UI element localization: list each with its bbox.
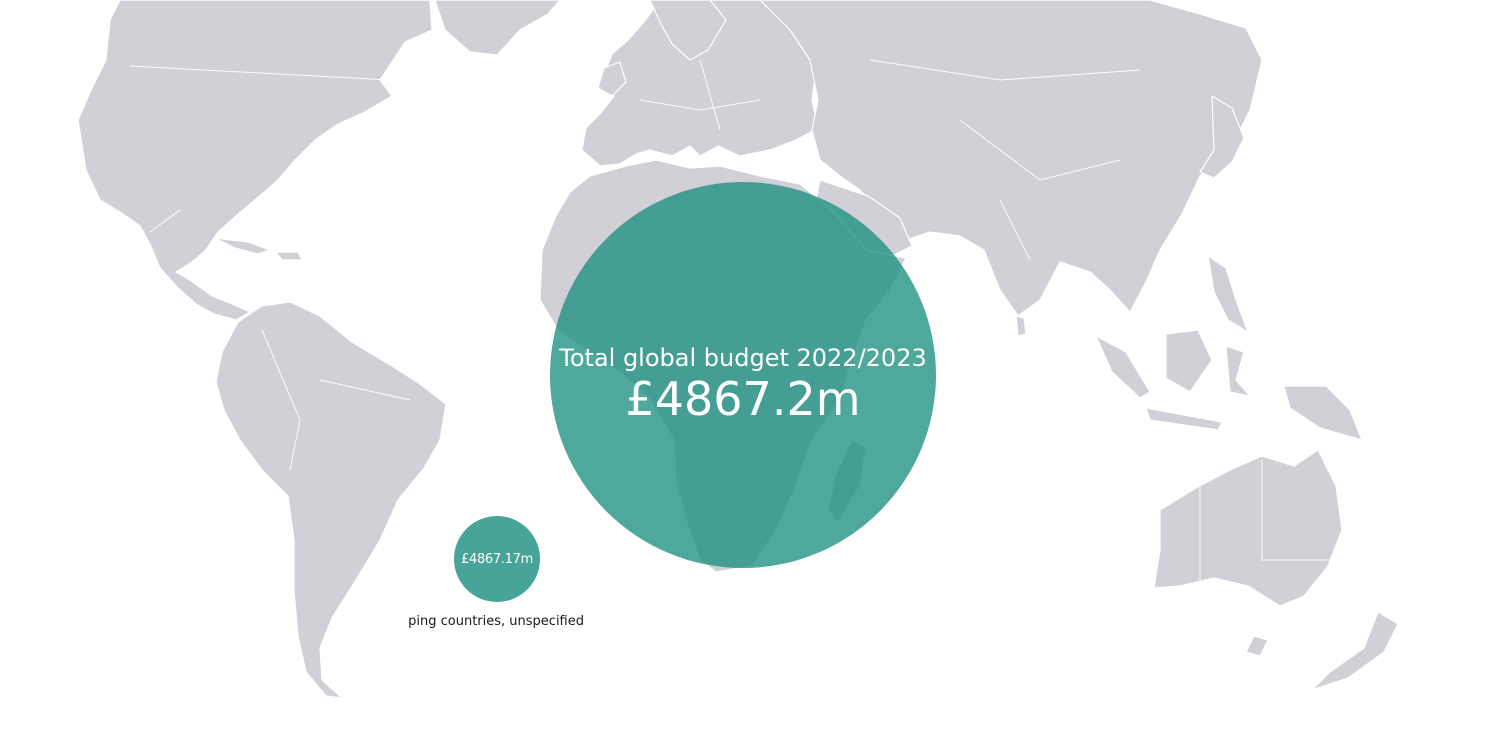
north-america — [77, 0, 433, 321]
total-budget-bubble[interactable]: Total global budget 2022/2023 £4867.2m — [550, 182, 936, 568]
australia — [1153, 449, 1343, 607]
cuba — [214, 237, 271, 255]
region-label: Developing countries, unspecified — [408, 614, 584, 629]
new-zealand — [1311, 611, 1399, 691]
south-america — [215, 301, 447, 699]
tasmania — [1245, 635, 1269, 657]
total-budget-value: £4867.2m — [625, 372, 861, 426]
region-label-clip: Developing countries, unspecified — [408, 612, 584, 632]
total-budget-title: Total global budget 2022/2023 — [559, 344, 927, 372]
region-bubble[interactable]: £4867.17m — [454, 516, 540, 602]
sulawesi — [1225, 345, 1251, 397]
total-budget-text: Total global budget 2022/2023 £4867.2m — [550, 342, 936, 424]
borneo — [1165, 329, 1213, 393]
philippines — [1207, 255, 1249, 333]
java — [1145, 407, 1223, 431]
country-borders — [129, 59, 1330, 590]
japan — [1199, 95, 1245, 179]
sumatra — [1095, 335, 1151, 399]
region-bubble-value: £4867.17m — [461, 551, 533, 567]
new-guinea — [1283, 385, 1363, 441]
hispaniola — [275, 251, 303, 261]
great-britain — [597, 61, 627, 97]
greenland — [434, 0, 561, 56]
sri-lanka — [1015, 315, 1027, 337]
scandinavia — [649, 0, 727, 61]
